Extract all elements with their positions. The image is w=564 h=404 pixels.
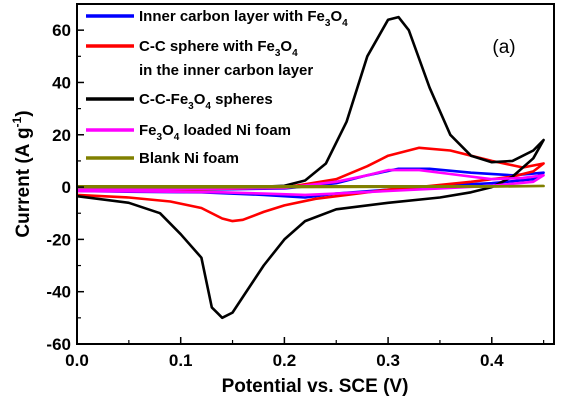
y-tick-label: -40 bbox=[46, 283, 71, 302]
y-tick-label: -60 bbox=[46, 335, 71, 354]
y-axis-title: Current (A g-1) bbox=[10, 110, 34, 237]
legend-label-2: C-C-Fe3O4 spheres bbox=[139, 91, 273, 112]
y-tick-label: 0 bbox=[62, 178, 71, 197]
y-tick-label: 40 bbox=[52, 73, 71, 92]
legend: Inner carbon layer with Fe3O4 C-C sphere … bbox=[86, 8, 348, 167]
tick-marks bbox=[76, 29, 545, 345]
legend-label-4: Blank Ni foam bbox=[139, 150, 239, 167]
tick-labels: 0.0 0.1 0.2 0.3 0.4 -60 -40 -20 0 20 40 60 bbox=[46, 21, 504, 370]
x-axis-title: Potential vs. SCE (V) bbox=[222, 376, 409, 397]
series-line-4 bbox=[77, 184, 545, 189]
y-tick-label: -20 bbox=[46, 230, 71, 249]
panel-label: (a) bbox=[492, 37, 515, 58]
x-tick-label: 0.1 bbox=[169, 351, 193, 370]
series-line-2 bbox=[77, 15, 545, 320]
series-layer bbox=[77, 15, 545, 320]
y-axis-title-end: ) bbox=[13, 110, 34, 116]
x-tick-label: 0.2 bbox=[273, 351, 297, 370]
x-tick-label: 0.4 bbox=[480, 351, 504, 370]
legend-label-0: Inner carbon layer with Fe3O4 bbox=[139, 8, 348, 29]
y-tick-label: 20 bbox=[52, 126, 71, 145]
legend-label-1-line2: in the inner carbon layer bbox=[139, 62, 313, 79]
y-axis-title-main: Current (A g bbox=[13, 127, 34, 237]
legend-label-1: C-C sphere with Fe3O4 bbox=[139, 38, 298, 59]
plot-frame bbox=[76, 3, 555, 345]
x-tick-label: 0.3 bbox=[376, 351, 400, 370]
legend-label-3: Fe3O4 loaded Ni foam bbox=[139, 122, 291, 143]
y-axis-title-sup: -1 bbox=[10, 116, 24, 127]
y-tick-label: 60 bbox=[52, 21, 71, 40]
x-tick-label: 0.0 bbox=[65, 351, 89, 370]
